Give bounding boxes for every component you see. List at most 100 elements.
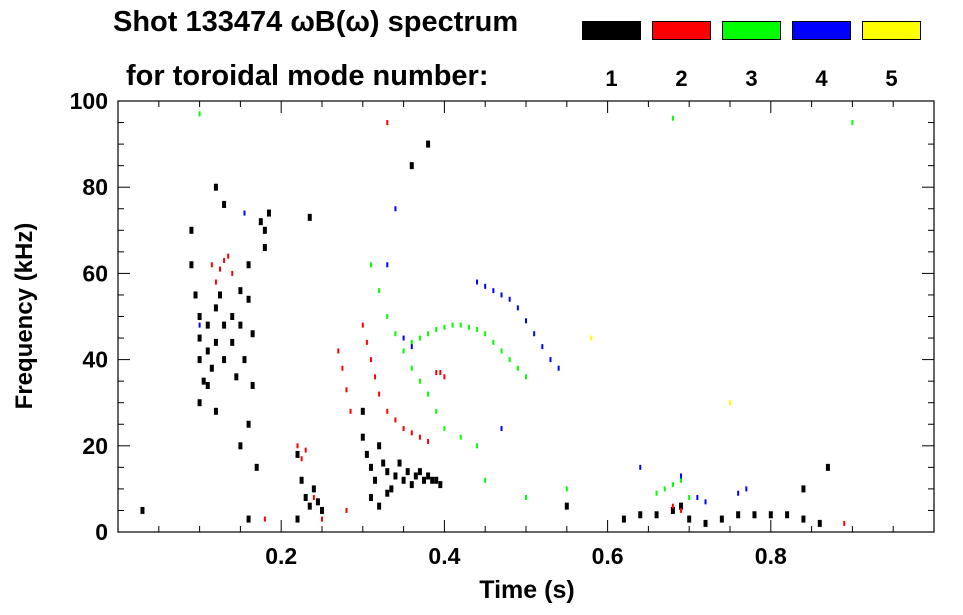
y-tick-label: 0 bbox=[95, 519, 108, 545]
data-point-mode-1 bbox=[434, 476, 439, 484]
data-point-mode-1 bbox=[719, 515, 724, 523]
data-point-mode-1 bbox=[703, 519, 708, 527]
data-point-mode-1 bbox=[401, 476, 406, 484]
data-point-mode-3 bbox=[443, 324, 446, 330]
series-mode-1 bbox=[140, 140, 830, 527]
data-point-mode-1 bbox=[752, 511, 757, 519]
data-point-mode-1 bbox=[242, 356, 247, 364]
data-point-mode-2 bbox=[210, 262, 213, 268]
legend-label-mode-5: 5 bbox=[885, 66, 898, 91]
data-point-mode-4 bbox=[549, 357, 552, 363]
data-point-mode-4 bbox=[696, 495, 699, 501]
data-point-mode-3 bbox=[410, 365, 413, 371]
y-tick-label: 100 bbox=[70, 88, 108, 114]
data-point-mode-3 bbox=[198, 111, 201, 117]
data-point-mode-3 bbox=[418, 335, 421, 341]
data-point-mode-2 bbox=[304, 447, 307, 453]
data-point-mode-1 bbox=[687, 515, 692, 523]
chart-title-line2: for toroidal mode number: bbox=[126, 60, 489, 92]
data-point-mode-1 bbox=[266, 209, 271, 217]
data-point-mode-3 bbox=[369, 262, 372, 268]
data-point-mode-1 bbox=[213, 304, 218, 312]
data-point-mode-2 bbox=[394, 417, 397, 423]
data-point-mode-2 bbox=[345, 387, 348, 393]
data-point-mode-1 bbox=[817, 519, 822, 527]
data-point-mode-4 bbox=[541, 344, 544, 350]
data-point-mode-4 bbox=[704, 499, 707, 505]
data-point-mode-2 bbox=[439, 370, 442, 376]
data-point-mode-3 bbox=[500, 348, 503, 354]
data-point-mode-1 bbox=[393, 472, 398, 480]
data-point-mode-5 bbox=[590, 335, 593, 341]
data-point-mode-1 bbox=[246, 420, 251, 428]
data-point-mode-5 bbox=[729, 400, 731, 406]
data-point-mode-1 bbox=[736, 511, 741, 519]
data-point-mode-2 bbox=[231, 270, 234, 276]
data-point-mode-1 bbox=[320, 506, 324, 514]
data-point-mode-4 bbox=[198, 322, 201, 328]
data-point-mode-2 bbox=[843, 520, 846, 526]
data-point-mode-2 bbox=[435, 370, 438, 376]
data-point-mode-1 bbox=[785, 511, 790, 519]
legend-swatch-mode-3 bbox=[722, 21, 781, 40]
data-point-mode-1 bbox=[670, 506, 675, 514]
data-point-mode-1 bbox=[246, 261, 251, 269]
data-point-mode-1 bbox=[205, 381, 210, 389]
data-point-mode-1 bbox=[360, 433, 365, 441]
data-point-mode-1 bbox=[422, 476, 426, 484]
data-point-mode-1 bbox=[373, 476, 378, 484]
data-point-mode-1 bbox=[426, 472, 431, 480]
data-point-mode-1 bbox=[801, 485, 806, 493]
data-point-mode-3 bbox=[492, 339, 495, 345]
data-point-mode-1 bbox=[377, 502, 382, 510]
data-point-mode-1 bbox=[250, 381, 255, 389]
data-point-mode-1 bbox=[438, 481, 443, 489]
data-point-mode-3 bbox=[525, 495, 527, 501]
data-point-mode-2 bbox=[341, 365, 344, 371]
data-point-mode-1 bbox=[426, 140, 431, 148]
data-point-mode-1 bbox=[413, 472, 418, 480]
data-point-mode-3 bbox=[508, 357, 511, 363]
data-point-mode-1 bbox=[222, 200, 227, 208]
data-point-mode-1 bbox=[303, 494, 308, 502]
data-point-mode-1 bbox=[295, 450, 300, 458]
data-point-mode-1 bbox=[205, 347, 210, 355]
data-point-mode-2 bbox=[386, 408, 389, 414]
data-point-mode-1 bbox=[205, 321, 210, 329]
data-point-mode-3 bbox=[680, 477, 683, 483]
data-point-mode-1 bbox=[262, 226, 267, 234]
data-point-mode-2 bbox=[227, 253, 230, 259]
data-point-mode-1 bbox=[250, 330, 255, 338]
series-mode-2 bbox=[210, 120, 846, 526]
legend-label-mode-3: 3 bbox=[745, 66, 758, 91]
data-point-mode-1 bbox=[189, 261, 194, 269]
data-point-mode-3 bbox=[671, 115, 674, 121]
data-point-mode-1 bbox=[218, 291, 222, 299]
data-point-mode-1 bbox=[385, 489, 390, 497]
data-point-mode-1 bbox=[213, 183, 218, 191]
data-point-mode-1 bbox=[222, 321, 227, 329]
data-point-mode-3 bbox=[688, 495, 691, 501]
legend-swatch-mode-1 bbox=[582, 21, 641, 40]
data-point-mode-1 bbox=[315, 498, 320, 506]
data-point-mode-1 bbox=[654, 511, 659, 519]
data-point-mode-3 bbox=[410, 339, 413, 345]
data-point-mode-3 bbox=[459, 322, 462, 328]
data-point-mode-2 bbox=[378, 391, 381, 397]
data-point-mode-2 bbox=[263, 516, 266, 522]
data-point-mode-3 bbox=[443, 426, 446, 432]
data-point-mode-4 bbox=[745, 486, 748, 492]
data-point-mode-3 bbox=[451, 322, 454, 328]
data-point-mode-2 bbox=[365, 339, 368, 345]
data-point-mode-3 bbox=[851, 120, 854, 126]
data-point-mode-1 bbox=[197, 356, 202, 364]
data-point-mode-1 bbox=[201, 377, 206, 385]
data-point-mode-1 bbox=[364, 450, 369, 458]
y-tick-label: 40 bbox=[82, 347, 108, 373]
chart-title-line1: Shot 133474 ωB(ω) spectrum bbox=[113, 6, 519, 38]
data-point-mode-2 bbox=[214, 279, 217, 285]
data-point-mode-3 bbox=[516, 365, 519, 371]
data-point-mode-1 bbox=[385, 468, 390, 476]
data-point-mode-1 bbox=[368, 463, 373, 471]
data-point-mode-1 bbox=[246, 295, 251, 303]
